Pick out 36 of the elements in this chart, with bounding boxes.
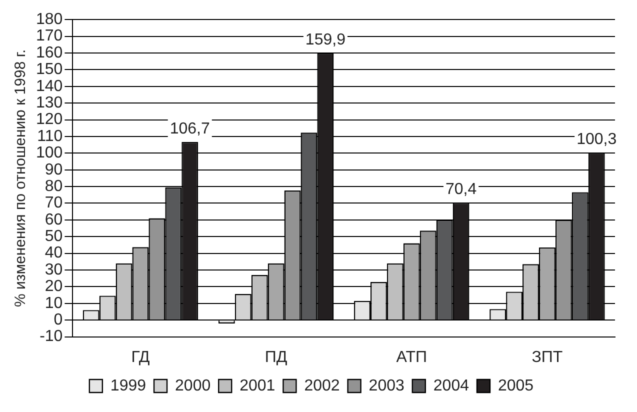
y-axis-title: % изменения по отношению к 1998 г. — [12, 49, 30, 308]
y-tick-label: 90 — [44, 161, 63, 178]
y-tick-label: 170 — [36, 28, 63, 45]
legend-label: 2001 — [240, 377, 276, 394]
x-tick-label: ЗПТ — [532, 348, 563, 366]
x-tick-label: ПД — [264, 348, 288, 366]
y-tick-label: 140 — [36, 78, 63, 95]
y-tick-label: 110 — [37, 128, 63, 145]
y-tick-label: 40 — [44, 244, 63, 262]
y-tick-label: 120 — [36, 111, 63, 128]
legend-label: 2000 — [175, 377, 211, 394]
x-tick-label: АТП — [396, 348, 427, 366]
y-tick-label: -10 — [40, 328, 63, 346]
y-tick-label: 50 — [44, 228, 63, 246]
y-tick-label: 100 — [36, 144, 63, 162]
data-label: 100,3 — [576, 131, 617, 148]
data-label: 70,4 — [445, 180, 477, 198]
legend-label: 2003 — [368, 377, 404, 394]
y-tick-label: 70 — [44, 194, 63, 212]
y-tick-label: 10 — [44, 294, 63, 312]
y-tick-label: 20 — [44, 278, 63, 296]
y-tick-label: 130 — [36, 94, 63, 112]
y-tick-label: 180 — [36, 11, 63, 28]
y-tick-label: 160 — [36, 44, 63, 62]
y-tick-label: 80 — [44, 178, 63, 195]
data-label: 159,9 — [305, 32, 346, 49]
data-label: 106,7 — [170, 120, 210, 138]
legend-label: 2005 — [498, 377, 534, 394]
y-tick-label: 150 — [36, 61, 63, 78]
legend-label: 1999 — [110, 377, 146, 394]
y-tick-label: 60 — [44, 211, 63, 228]
y-tick-label: 0 — [54, 312, 63, 329]
x-tick-label: ГД — [131, 348, 150, 366]
legend-label: 2004 — [433, 377, 470, 394]
legend-label: 2002 — [304, 377, 340, 394]
y-tick-label: 30 — [44, 261, 63, 278]
